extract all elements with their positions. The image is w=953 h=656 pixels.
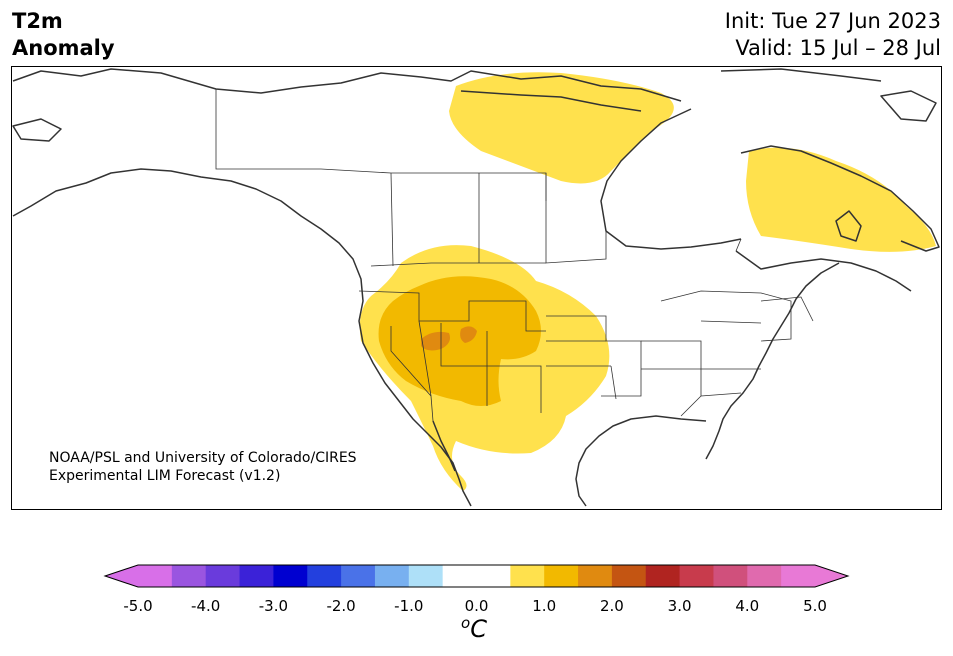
colorbar-tick-label: 1.0 (532, 597, 557, 615)
colorbar-tick-label: 4.0 (735, 597, 760, 615)
colorbar-segment (747, 565, 782, 587)
colorbar-tick-label: -5.0 (123, 597, 153, 615)
colorbar-extend-high (815, 565, 848, 587)
colorbar-segment (645, 565, 681, 587)
colorbar-tick-label: -2.0 (326, 597, 356, 615)
forecast-dates: Init: Tue 27 Jun 2023 Valid: 15 Jul – 28… (725, 8, 941, 62)
colorbar-segment (544, 565, 579, 587)
colorbar-tick-label: -3.0 (258, 597, 289, 615)
colorbar-segment (679, 565, 714, 587)
init-date: Init: Tue 27 Jun 2023 (724, 9, 941, 33)
anomaly-map (11, 66, 942, 510)
colorbar-tick-label: -1.0 (394, 597, 424, 615)
product-label: Anomaly (12, 36, 115, 60)
colorbar-segment (781, 565, 816, 587)
colorbar-outline (103, 564, 850, 588)
credit-line-2: Experimental LIM Forecast (v1.2) (49, 468, 281, 484)
figure-title: T2m Anomaly (12, 8, 115, 62)
colorbar-segment (341, 565, 376, 587)
colorbar-segment (611, 565, 647, 587)
valid-period: Valid: 15 Jul – 28 Jul (735, 36, 941, 60)
colorbar-segment (408, 565, 444, 587)
colorbar-segment (307, 565, 342, 587)
colorbar-segment (205, 565, 241, 587)
degree-symbol: o (461, 614, 471, 632)
colorbar-segment (476, 565, 511, 587)
variable-label: T2m (12, 9, 63, 33)
political-borders (215, 89, 814, 422)
credit-text: NOAA/PSL and University of Colorado/CIRE… (49, 449, 357, 485)
colorbar-segment (713, 565, 748, 587)
coastlines (12, 68, 940, 507)
colorbar-extend-low (105, 565, 138, 587)
anomaly-shading-strong (421, 326, 477, 351)
colorbar-segment (374, 565, 410, 587)
colorbar-unit: oC (461, 614, 487, 643)
colorbar-segment (510, 565, 545, 587)
colorbar-tick-label: -4.0 (191, 597, 221, 615)
colorbar-segment (273, 565, 308, 587)
colorbar-ticks: -5.0 -4.0 -3.0 -2.0 -1.0 0.0 1.0 2.0 3.0 4.0 5.0 (0, 597, 953, 617)
colorbar-segment (442, 565, 477, 587)
colorbar-segments (103, 564, 850, 588)
credit-line-1: NOAA/PSL and University of Colorado/CIRE… (49, 450, 357, 466)
map-canvas (12, 68, 940, 507)
colorbar-tick-label: 2.0 (599, 597, 624, 615)
colorbar (103, 564, 850, 588)
colorbar-segment (138, 565, 173, 587)
colorbar-tick-label: 0.0 (464, 597, 489, 615)
colorbar-segment (171, 565, 207, 587)
colorbar-tick-label: 5.0 (803, 597, 827, 615)
unit-letter: C (470, 615, 487, 643)
colorbar-segment (578, 565, 613, 587)
colorbar-tick-label: 3.0 (667, 597, 692, 615)
colorbar-segment (239, 565, 274, 587)
